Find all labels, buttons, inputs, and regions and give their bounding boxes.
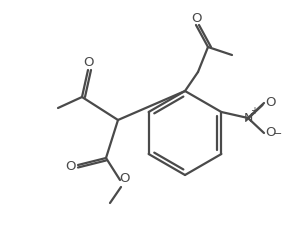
Text: O: O <box>192 12 202 24</box>
Text: O: O <box>266 97 276 109</box>
Text: O: O <box>66 159 76 173</box>
Text: +: + <box>250 106 258 116</box>
Text: O: O <box>119 171 129 185</box>
Text: N: N <box>243 112 253 125</box>
Text: −: − <box>273 129 283 139</box>
Text: O: O <box>266 127 276 140</box>
Text: O: O <box>84 57 94 70</box>
